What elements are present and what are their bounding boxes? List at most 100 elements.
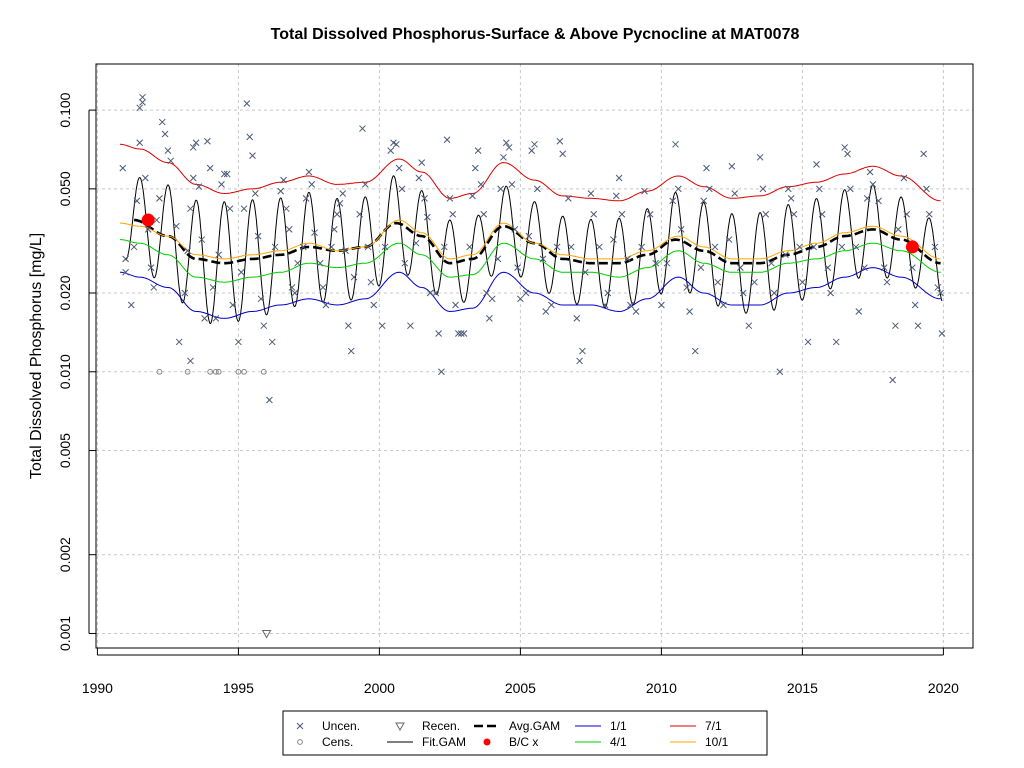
uncensored-point bbox=[533, 185, 541, 193]
uncensored-stroke bbox=[294, 259, 301, 267]
uncensored-stroke bbox=[759, 185, 767, 193]
uncensored-stroke bbox=[268, 338, 276, 346]
uncensored-stroke bbox=[787, 194, 795, 202]
y-tick-label: 0.001 bbox=[57, 616, 73, 651]
uncensored-point bbox=[466, 243, 473, 251]
uncensored-stroke bbox=[316, 259, 324, 267]
uncensored-point bbox=[855, 308, 863, 315]
uncensored-point bbox=[122, 268, 129, 276]
uncensored-stroke bbox=[934, 284, 942, 291]
uncensored-stroke bbox=[291, 289, 299, 297]
uncensored-stroke bbox=[381, 243, 389, 251]
uncensored-stroke bbox=[672, 140, 679, 148]
uncensored-stroke bbox=[198, 236, 206, 243]
uncensored-stroke bbox=[813, 161, 820, 168]
uncensored-point bbox=[604, 289, 612, 297]
uncensored-stroke bbox=[500, 153, 507, 161]
uncensored-stroke bbox=[756, 153, 764, 161]
uncensored-point bbox=[237, 268, 245, 276]
uncensored-stroke bbox=[528, 147, 536, 154]
uncensored-point bbox=[903, 210, 911, 218]
uncensored-point bbox=[914, 322, 922, 330]
uncensored-point bbox=[892, 322, 899, 330]
uncensored-stroke bbox=[824, 264, 832, 271]
censored-point bbox=[207, 368, 214, 375]
uncensored-point bbox=[421, 194, 428, 202]
uncensored-stroke bbox=[367, 278, 375, 286]
uncensored-stroke bbox=[370, 301, 378, 309]
uncensored-point bbox=[350, 273, 358, 281]
uncensored-point bbox=[356, 210, 364, 218]
uncensored-stroke bbox=[466, 243, 473, 251]
y-tick-label: 0.050 bbox=[57, 171, 73, 206]
uncensored-point bbox=[455, 330, 462, 337]
uncensored-point bbox=[218, 181, 225, 188]
uncensored-point bbox=[144, 226, 152, 233]
uncensored-stroke bbox=[587, 190, 595, 197]
uncensored-stroke bbox=[260, 322, 268, 330]
uncensored-stroke bbox=[782, 251, 789, 259]
uncensored-stroke bbox=[553, 243, 561, 251]
uncensored-point bbox=[381, 243, 389, 251]
uncensored-point bbox=[497, 185, 505, 193]
censored-point bbox=[260, 368, 267, 375]
uncensored-stroke bbox=[737, 264, 744, 271]
uncensored-point bbox=[567, 243, 575, 251]
uncensored-stroke bbox=[770, 289, 778, 297]
uncensored-point bbox=[240, 205, 248, 213]
uncensored-point bbox=[257, 295, 265, 303]
uncensored-point bbox=[175, 338, 183, 346]
uncensored-stroke bbox=[576, 357, 583, 365]
uncensored-point bbox=[790, 210, 798, 218]
uncensored-stroke bbox=[762, 210, 770, 218]
uncensored-stroke bbox=[361, 181, 369, 188]
uncensored-point bbox=[220, 170, 228, 178]
y-tick-label: 0.020 bbox=[57, 275, 73, 310]
uncensored-point bbox=[119, 164, 127, 172]
uncensored-stroke bbox=[223, 170, 231, 178]
uncensored-point bbox=[866, 168, 874, 176]
series-line-7-1 bbox=[119, 143, 941, 202]
uncensored-stroke bbox=[745, 322, 753, 330]
uncensored-point bbox=[153, 216, 160, 224]
uncensored-stroke bbox=[641, 187, 648, 195]
uncensored-point bbox=[776, 368, 784, 376]
series-layer bbox=[119, 143, 943, 324]
uncensored-point bbox=[401, 259, 409, 267]
uncensored-stroke bbox=[751, 278, 758, 286]
uncensored-stroke bbox=[127, 301, 135, 309]
uncensored-point bbox=[418, 159, 426, 166]
uncensored-point bbox=[212, 315, 220, 322]
uncensored-point bbox=[361, 181, 369, 188]
tick-layer: 1990 1995 2000 2005 2010 2015 2020 0.001 0.002 0.… bbox=[57, 92, 959, 696]
uncensored-stroke bbox=[567, 243, 575, 251]
uncensored-stroke bbox=[220, 170, 228, 178]
uncensored-stroke bbox=[469, 192, 476, 200]
uncensored-point bbox=[480, 210, 488, 218]
uncensored-stroke bbox=[460, 330, 468, 337]
uncensored-point bbox=[446, 194, 454, 202]
uncensored-point bbox=[869, 181, 877, 188]
uncensored-stroke bbox=[339, 190, 347, 197]
legend-item-10-1: 10/1 bbox=[670, 735, 729, 749]
uncensored-stroke bbox=[627, 301, 634, 309]
uncensored-stroke bbox=[401, 259, 409, 267]
uncensored-point bbox=[136, 104, 144, 112]
legend-label: 4/1 bbox=[610, 735, 627, 749]
uncensored-stroke bbox=[502, 139, 510, 147]
uncensored-stroke bbox=[254, 232, 262, 240]
grid-layer bbox=[96, 64, 973, 648]
censored-point bbox=[184, 368, 191, 375]
uncensored-point bbox=[280, 176, 287, 184]
uncensored-point bbox=[322, 301, 330, 309]
legend-label: 1/1 bbox=[610, 719, 627, 733]
uncensored-point bbox=[229, 301, 237, 309]
uncensored-stroke bbox=[604, 289, 612, 297]
plot-frame bbox=[95, 63, 974, 649]
uncensored-stroke bbox=[350, 273, 358, 281]
uncensored-point bbox=[305, 168, 313, 176]
uncensored-stroke bbox=[336, 200, 344, 207]
uncensored-stroke bbox=[739, 289, 747, 297]
uncensored-stroke bbox=[810, 243, 818, 251]
legend-item-b-c-x: B/C x bbox=[483, 735, 538, 749]
